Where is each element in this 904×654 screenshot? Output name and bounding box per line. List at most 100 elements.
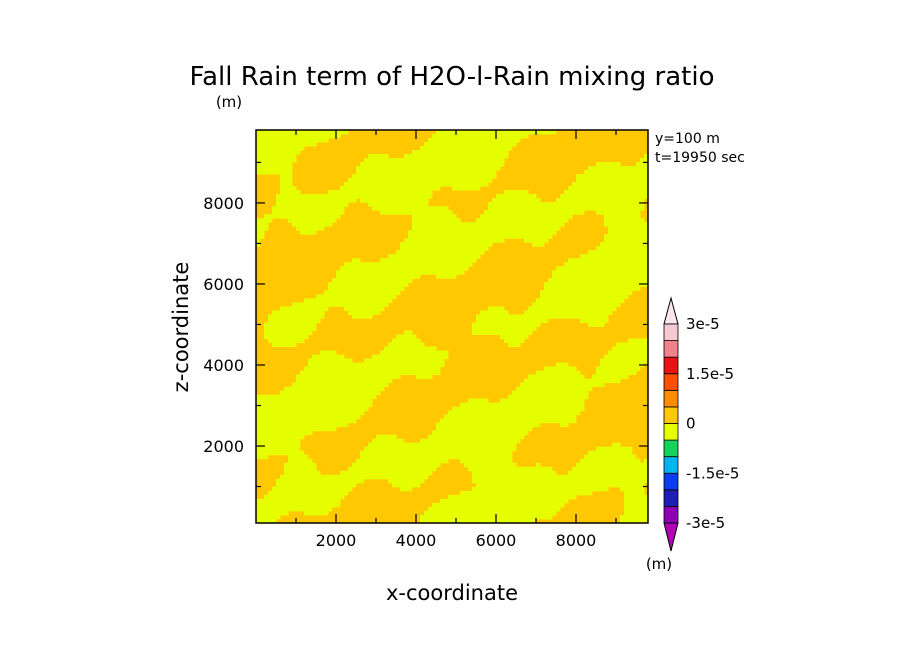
field-region-negative	[284, 466, 317, 472]
field-region-negative	[536, 370, 581, 376]
field-region-negative	[256, 154, 297, 159]
field-region-negative	[360, 198, 429, 203]
field-region-negative	[380, 210, 453, 215]
field-region-negative	[620, 518, 648, 523]
field-region-negative	[352, 258, 361, 263]
field-region-negative	[256, 446, 301, 452]
field-region-negative	[256, 234, 265, 239]
field-region-negative	[276, 194, 433, 199]
field-region-negative	[268, 314, 325, 319]
field-region-negative	[280, 306, 329, 311]
field-region-negative	[476, 218, 569, 223]
field-region-negative	[624, 498, 648, 504]
field-region-negative	[596, 162, 621, 167]
field-region-negative	[484, 210, 585, 215]
field-region-negative	[620, 514, 648, 520]
field-region-negative	[412, 222, 565, 227]
field-region-negative	[264, 322, 317, 327]
field-region-negative	[504, 190, 529, 195]
annotation-time: t=19950 sec	[655, 150, 745, 166]
field-region-negative	[580, 458, 641, 464]
field-region-negative	[560, 194, 648, 199]
field-region-negative	[472, 486, 609, 492]
field-region-negative	[556, 266, 648, 271]
field-region-negative	[448, 410, 581, 416]
field-region-negative	[340, 266, 469, 271]
field-region-negative	[568, 186, 648, 191]
field-region-negative	[428, 434, 525, 440]
field-region-negative	[452, 406, 585, 412]
field-region-negative	[624, 490, 645, 496]
field-region-negative	[624, 502, 648, 508]
field-region-negative	[552, 270, 648, 275]
field-region-negative	[400, 242, 493, 247]
field-region-negative	[540, 290, 633, 295]
colorbar-swatch	[663, 506, 679, 524]
field-region-negative	[472, 474, 648, 480]
field-region-negative	[368, 154, 389, 159]
field-region-negative	[508, 342, 521, 347]
field-region-negative	[256, 502, 341, 508]
field-region-negative	[312, 354, 345, 359]
colorbar-swatch	[663, 456, 679, 474]
field-region-negative	[372, 354, 449, 359]
field-region-negative	[560, 422, 569, 428]
field-region-negative	[396, 250, 485, 255]
field-region-negative	[532, 242, 545, 247]
field-region-negative	[256, 222, 269, 227]
field-region-negative	[256, 414, 361, 420]
field-region-negative	[576, 178, 648, 183]
field-region-negative	[496, 194, 537, 199]
field-region-negative	[612, 442, 621, 448]
field-region-negative	[256, 422, 349, 428]
field-region-negative	[588, 322, 605, 327]
field-region-negative	[256, 434, 305, 440]
field-region-negative	[276, 482, 357, 488]
field-region-negative	[256, 146, 305, 151]
y-tick-label: 2000	[203, 437, 244, 456]
field-region-negative	[348, 466, 437, 472]
field-region-negative	[256, 518, 277, 523]
field-region-negative	[596, 366, 641, 372]
field-region-negative	[376, 434, 397, 440]
field-region-negative	[300, 230, 317, 235]
field-region-negative	[256, 238, 261, 243]
field-region-negative	[416, 374, 433, 380]
field-region-negative	[584, 170, 648, 175]
colorbar-unit: (m)	[646, 555, 672, 573]
field-region-negative	[256, 242, 261, 247]
field-region-negative	[324, 290, 401, 295]
colorbar-over-arrow	[663, 296, 679, 325]
field-region-negative	[292, 382, 389, 388]
field-region-negative	[284, 386, 385, 392]
field-region-negative	[364, 358, 445, 363]
field-region-negative	[256, 506, 333, 512]
field-region-negative	[588, 250, 648, 255]
field-region-negative	[624, 494, 648, 500]
field-region-negative	[356, 170, 497, 175]
x-tick-label: 2000	[316, 531, 357, 550]
field-region-negative	[540, 294, 629, 299]
field-region-negative	[256, 158, 297, 163]
field-region-negative	[544, 366, 577, 372]
field-region-negative	[568, 470, 648, 476]
field-region-negative	[348, 178, 493, 183]
field-region-negative	[580, 318, 609, 323]
field-region-negative	[280, 174, 293, 179]
field-region-negative	[472, 330, 533, 335]
field-region-negative	[520, 382, 605, 388]
field-region-negative	[432, 502, 565, 508]
field-region-negative	[352, 314, 373, 319]
field-region-negative	[292, 302, 389, 307]
field-region-negative	[272, 310, 325, 315]
field-region-negative	[464, 462, 517, 468]
field-region-negative	[308, 362, 445, 367]
field-region-negative	[432, 430, 529, 436]
field-region-negative	[576, 174, 648, 179]
field-region-negative	[460, 402, 585, 408]
x-tick-label: 4000	[396, 531, 437, 550]
field-region-negative	[272, 342, 297, 347]
field-region-negative	[264, 494, 345, 500]
field-region-negative	[384, 346, 437, 351]
field-region-negative	[304, 366, 441, 372]
